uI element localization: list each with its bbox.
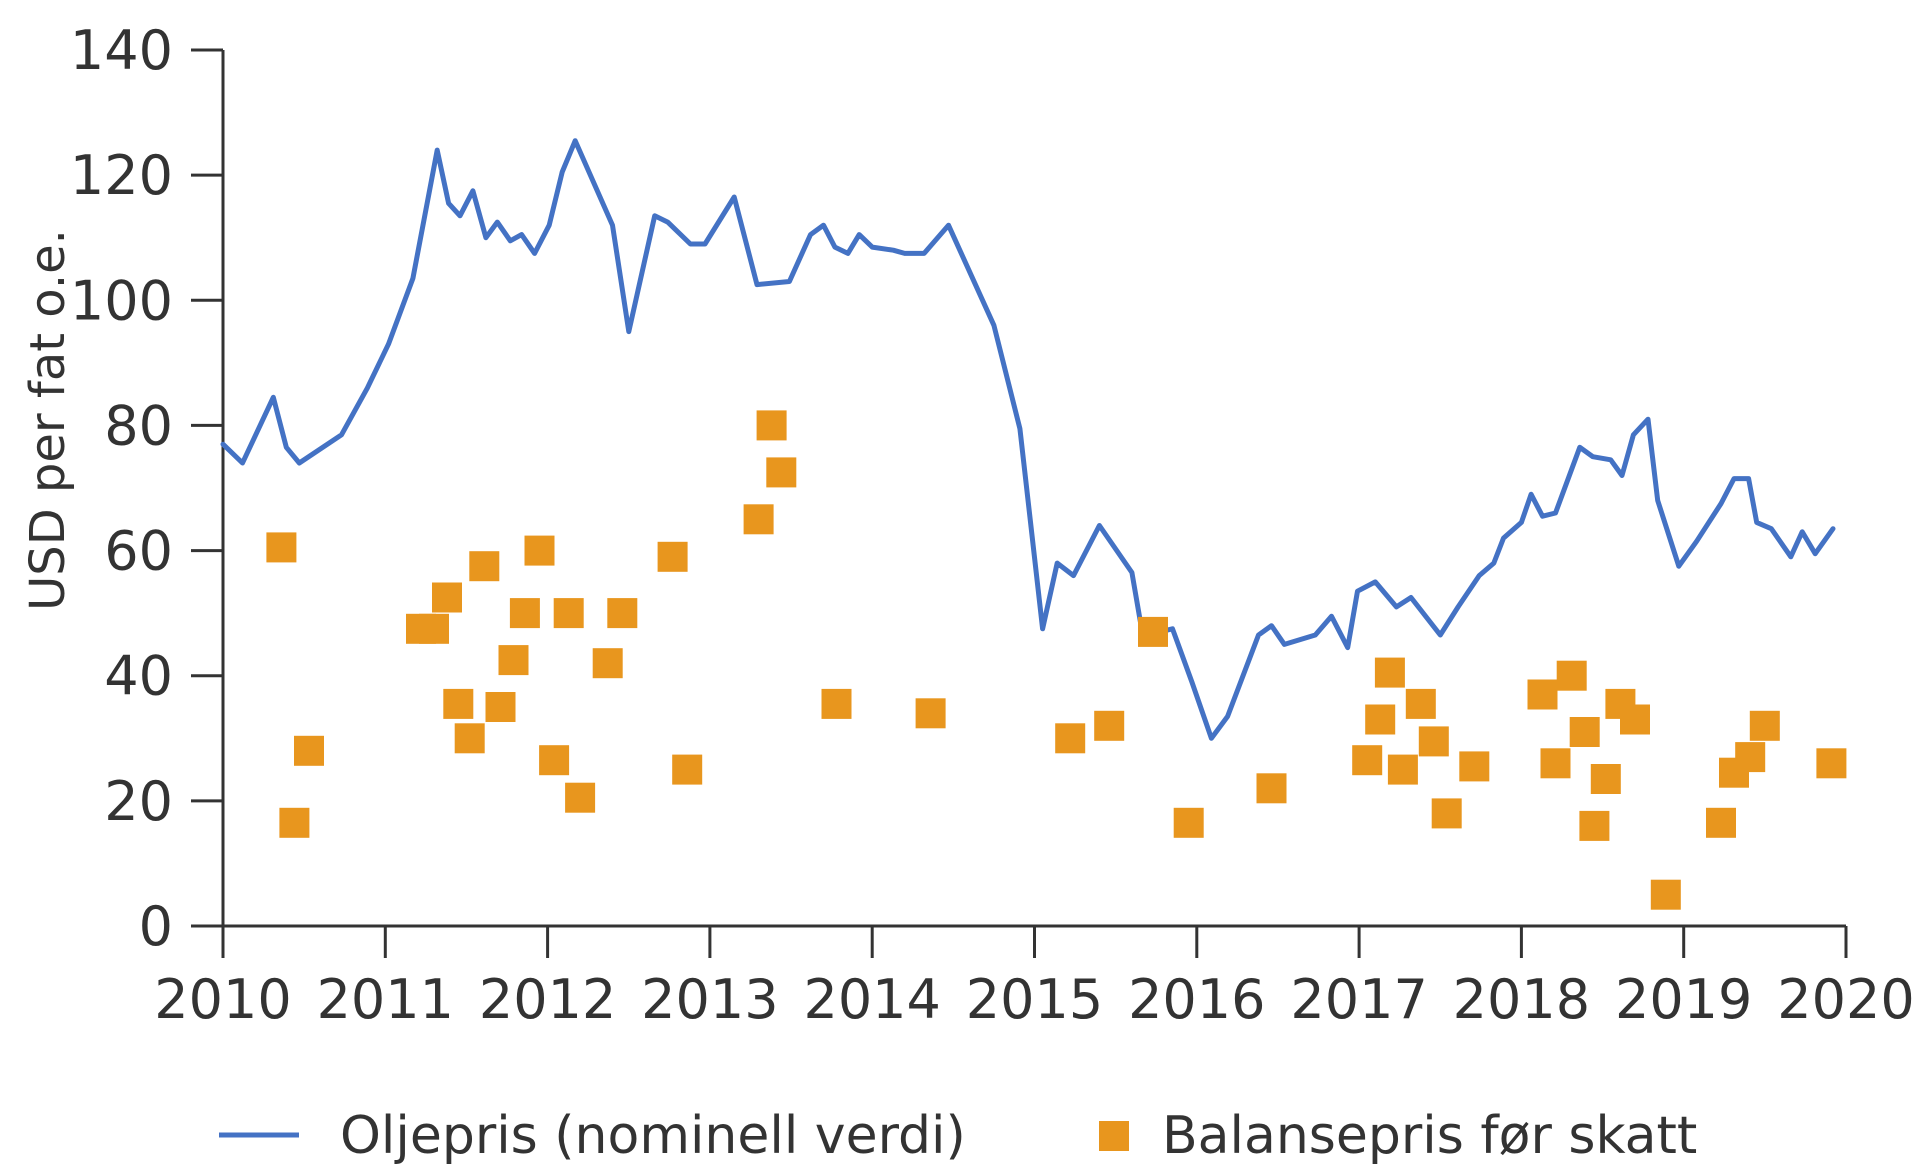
breakeven-price-marker (565, 782, 596, 813)
y-tick-label: 140 (70, 19, 173, 82)
breakeven-price-marker (756, 410, 787, 441)
axes: 0 20 40 60 80 100 120 140 2010 2011 2012 2013 2014 20… (70, 19, 1915, 1031)
x-tick-label: 2015 (966, 968, 1103, 1031)
breakeven-price-marker (294, 735, 324, 766)
breakeven-price-marker (498, 645, 529, 676)
breakeven-price-marker (454, 723, 485, 754)
breakeven-price-marker (485, 692, 516, 722)
breakeven-price-marker (469, 551, 500, 582)
y-tick-label: 80 (104, 394, 173, 457)
breakeven-price-marker (1138, 616, 1168, 647)
x-tick-label: 2016 (1128, 968, 1265, 1031)
x-tick-label: 2020 (1777, 968, 1914, 1031)
breakeven-price-marker (1405, 688, 1436, 719)
breakeven-price-marker (419, 613, 449, 644)
breakeven-price-marker (1418, 726, 1449, 757)
y-tick-label: 100 (70, 269, 173, 332)
breakeven-price-marker (915, 698, 946, 729)
y-tick-label: 120 (70, 144, 173, 207)
breakeven-price-marker (1650, 879, 1681, 910)
breakeven-price-marker (1256, 773, 1287, 804)
breakeven-price-marker (672, 754, 703, 785)
breakeven-price-marker (1055, 723, 1086, 754)
breakeven-price-marker (1352, 745, 1383, 776)
y-tick-label: 20 (104, 770, 173, 833)
legend-label-oil-price: Oljepris (nominell verdi) (340, 1106, 966, 1166)
breakeven-price-marker (1365, 704, 1396, 735)
breakeven-price-marker (443, 688, 474, 719)
breakeven-price-marker (1749, 710, 1780, 741)
breakeven-price-marker (1735, 742, 1766, 773)
breakeven-price-marker (553, 598, 584, 629)
breakeven-price-marker (657, 541, 688, 572)
x-tick-label: 2010 (154, 968, 291, 1031)
legend-label-breakeven: Balansepris før skatt (1162, 1106, 1697, 1166)
y-tick-label: 60 (104, 520, 173, 583)
breakeven-price-marker (821, 688, 852, 719)
breakeven-price-marker (1620, 704, 1650, 735)
x-tick-label: 2019 (1615, 968, 1752, 1031)
oil-price-line (220, 138, 1836, 741)
y-tick-label: 0 (139, 895, 173, 958)
breakeven-price-marker (1387, 754, 1418, 785)
breakeven-price-marker (1374, 657, 1405, 688)
y-tick-label: 40 (104, 645, 173, 708)
x-tick-label: 2017 (1290, 968, 1427, 1031)
breakeven-price-marker (743, 504, 774, 535)
breakeven-price-marker (1431, 798, 1462, 829)
breakeven-price-marker (1590, 764, 1621, 794)
legend: Oljepris (nominell verdi) Balansepris fø… (219, 1106, 1697, 1166)
breakeven-price-marker (432, 582, 462, 613)
breakeven-price-marker (766, 457, 797, 488)
breakeven-price-marker (1579, 810, 1610, 841)
breakeven-price-marker (524, 535, 555, 566)
breakeven-price-marker (1706, 807, 1736, 838)
breakeven-price-marker (607, 598, 638, 629)
breakeven-price-marker (266, 532, 297, 563)
x-tick-label: 2011 (317, 968, 454, 1031)
breakeven-price-marker (1569, 717, 1600, 747)
legend-marker-swatch (1099, 1121, 1129, 1151)
breakeven-price-marker (279, 807, 310, 838)
x-tick-label: 2018 (1453, 968, 1590, 1031)
x-tick-label: 2014 (803, 968, 940, 1031)
x-tick-label: 2013 (641, 968, 778, 1031)
breakeven-price-marker (1540, 748, 1571, 779)
breakeven-price-marker (1459, 751, 1490, 782)
oil-price-series (220, 138, 1836, 741)
y-axis-title: USD per fat o.e. (20, 229, 76, 611)
breakeven-price-marker (592, 648, 623, 679)
breakeven-price-marker (539, 745, 570, 776)
breakeven-price-marker (509, 598, 540, 629)
breakeven-price-marker (1173, 807, 1204, 838)
breakeven-price-marker (1527, 679, 1558, 710)
breakeven-price-marker (1816, 748, 1847, 779)
breakeven-price-series (266, 410, 1847, 910)
breakeven-price-marker (1556, 660, 1587, 691)
breakeven-price-marker (1094, 710, 1125, 741)
x-tick-label: 2012 (479, 968, 616, 1031)
